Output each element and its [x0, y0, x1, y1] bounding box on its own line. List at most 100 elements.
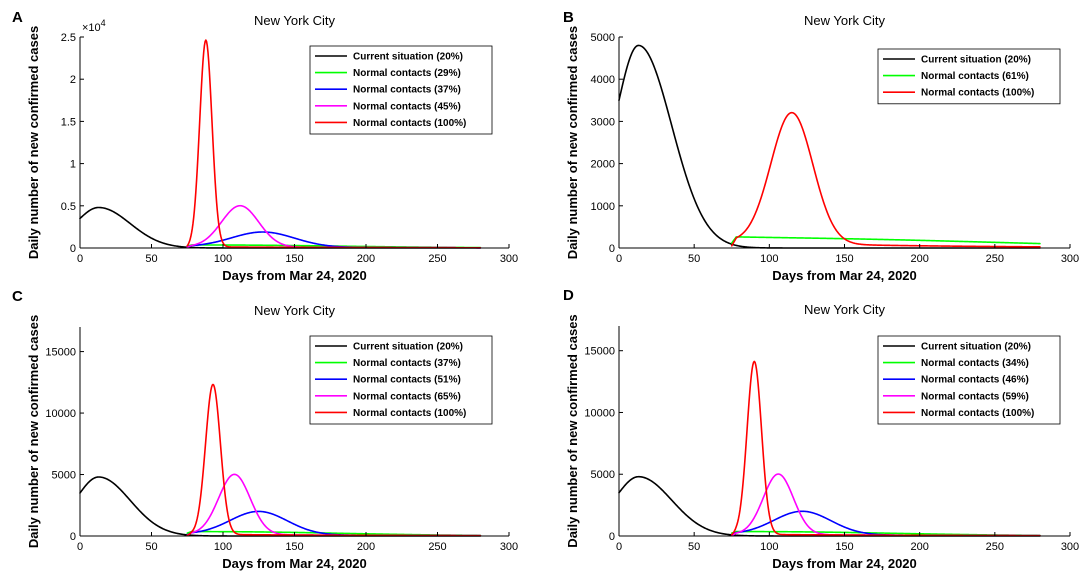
panel-b: B0 50 100 150 200 250 300010002000300040005000… — [563, 9, 1079, 283]
chart-title: New York City — [254, 303, 335, 318]
y-tick-label: 1.5 — [61, 116, 76, 128]
legend-label: Normal contacts (100%) — [921, 88, 1034, 99]
y-tick-label: 4000 — [591, 74, 615, 86]
y-exponent-label: ×104 — [82, 18, 106, 34]
y-tick-label: 0 — [70, 243, 76, 255]
panel-c: C 0 50 100 150 200 250 300 0 5000 10000 15000 New Yo… — [12, 288, 518, 571]
panel-letter: B — [563, 9, 574, 26]
legend-label: Normal contacts (59%) — [921, 391, 1029, 402]
panel-d: D 0 50 100 150 200 250 300 0 5000 10000 15000 New Yo… — [563, 287, 1079, 571]
panel-letter: C — [12, 288, 23, 305]
x-tick-label: 200 — [357, 541, 375, 553]
y-tick-label: 1 — [70, 159, 76, 171]
y-exponent-power: 4 — [101, 18, 106, 28]
y-exponent-base: ×10 — [82, 22, 101, 34]
x-tick-label: 250 — [428, 541, 446, 553]
legend-label: Normal contacts (100%) — [353, 408, 466, 419]
legend-label: Normal contacts (37%) — [353, 85, 461, 96]
y-tick-label: 10000 — [45, 408, 76, 420]
y-tick-label: 5000 — [591, 32, 615, 44]
legend-label: Normal contacts (61%) — [921, 71, 1029, 82]
x-tick-label: 50 — [145, 253, 157, 265]
x-tick-label: 150 — [285, 253, 303, 265]
x-axis-label: Days from Mar 24, 2020 — [222, 268, 367, 283]
x-tick-label: 150 — [285, 541, 303, 553]
y-tick-label: 10000 — [584, 407, 615, 419]
legend: Current situation (20%) Normal contacts (… — [309, 45, 493, 135]
series-line-3 — [730, 473, 1041, 537]
x-tick-label: 100 — [760, 253, 778, 265]
x-tick-label: 300 — [1061, 253, 1079, 265]
legend-label: Normal contacts (34%) — [921, 358, 1029, 369]
x-tick-label: 200 — [910, 541, 928, 553]
legend-box — [309, 45, 493, 135]
x-tick-label: 100 — [214, 253, 232, 265]
legend-label: Current situation (20%) — [921, 55, 1031, 66]
legend-label: Normal contacts (65%) — [353, 391, 461, 402]
legend-label: Normal contacts (51%) — [353, 375, 461, 386]
x-tick-label: 50 — [688, 253, 700, 265]
x-axis-label: Days from Mar 24, 2020 — [772, 268, 917, 283]
x-tick-label: 300 — [500, 253, 518, 265]
y-tick-label: 2 — [70, 74, 76, 86]
x-axis-label: Days from Mar 24, 2020 — [772, 556, 917, 571]
x-tick-label: 50 — [145, 541, 157, 553]
series-line-1 — [730, 236, 1041, 245]
legend: Current situation (20%) Normal contacts (… — [877, 335, 1061, 425]
x-tick-label: 250 — [986, 541, 1004, 553]
series-line-3 — [186, 204, 482, 249]
panel-a: A 0 50 100 150 200 250 300 0 0.5 1 1.5 2 2.5 ×104 New Y… — [12, 9, 518, 283]
x-tick-label: 0 — [77, 541, 83, 553]
panel-letter: A — [12, 9, 23, 26]
series-line-0 — [618, 475, 1041, 537]
legend-label: Normal contacts (37%) — [353, 358, 461, 369]
x-tick-label: 150 — [835, 541, 853, 553]
y-tick-label: 5000 — [591, 469, 615, 481]
y-tick-label: 0 — [609, 531, 615, 543]
x-tick-label: 250 — [986, 253, 1004, 265]
x-tick-label: 100 — [760, 541, 778, 553]
series-line-0 — [79, 206, 482, 249]
panel-letter: D — [563, 287, 574, 304]
chart-title: New York City — [254, 13, 335, 28]
x-tick-label: 0 — [616, 253, 622, 265]
legend-label: Normal contacts (46%) — [921, 375, 1029, 386]
legend-label: Normal contacts (100%) — [921, 408, 1034, 419]
legend-label: Normal contacts (29%) — [353, 68, 461, 79]
x-tick-label: 300 — [1061, 541, 1079, 553]
series-line-0 — [79, 476, 482, 537]
x-tick-label: 200 — [357, 253, 375, 265]
x-tick-label: 0 — [77, 253, 83, 265]
legend-label: Current situation (20%) — [921, 342, 1031, 353]
x-tick-label: 200 — [910, 253, 928, 265]
x-tick-label: 250 — [428, 253, 446, 265]
y-tick-label: 1000 — [591, 201, 615, 213]
y-tick-label: 2000 — [591, 159, 615, 171]
y-tick-label: 0.5 — [61, 201, 76, 213]
y-axis-label: Daily number of new confirmed cases — [26, 26, 41, 259]
x-axis-label: Days from Mar 24, 2020 — [222, 556, 367, 571]
legend: Current situation (20%) Normal contacts (… — [309, 335, 493, 425]
legend-label: Current situation (20%) — [353, 52, 463, 63]
x-tick-label: 150 — [835, 253, 853, 265]
x-tick-label: 300 — [500, 541, 518, 553]
legend-label: Normal contacts (100%) — [353, 118, 466, 129]
y-tick-label: 0 — [609, 243, 615, 255]
y-tick-label: 0 — [70, 531, 76, 543]
y-axis-label: Daily number of new confirmed cases — [565, 314, 580, 547]
y-axis-label: Daily number of new confirmed cases — [26, 315, 41, 548]
chart-title: New York City — [804, 13, 885, 28]
y-tick-label: 3000 — [591, 116, 615, 128]
legend-box — [877, 48, 1061, 105]
legend: Current situation (20%) Normal contacts (… — [877, 48, 1061, 105]
x-tick-label: 50 — [688, 541, 700, 553]
series-line-2 — [730, 111, 1041, 248]
y-tick-label: 5000 — [52, 470, 76, 482]
y-tick-label: 15000 — [584, 346, 615, 358]
legend-label: Normal contacts (45%) — [353, 101, 461, 112]
y-tick-label: 15000 — [45, 347, 76, 359]
chart-title: New York City — [804, 302, 885, 317]
legend-label: Current situation (20%) — [353, 342, 463, 353]
x-tick-label: 0 — [616, 541, 622, 553]
